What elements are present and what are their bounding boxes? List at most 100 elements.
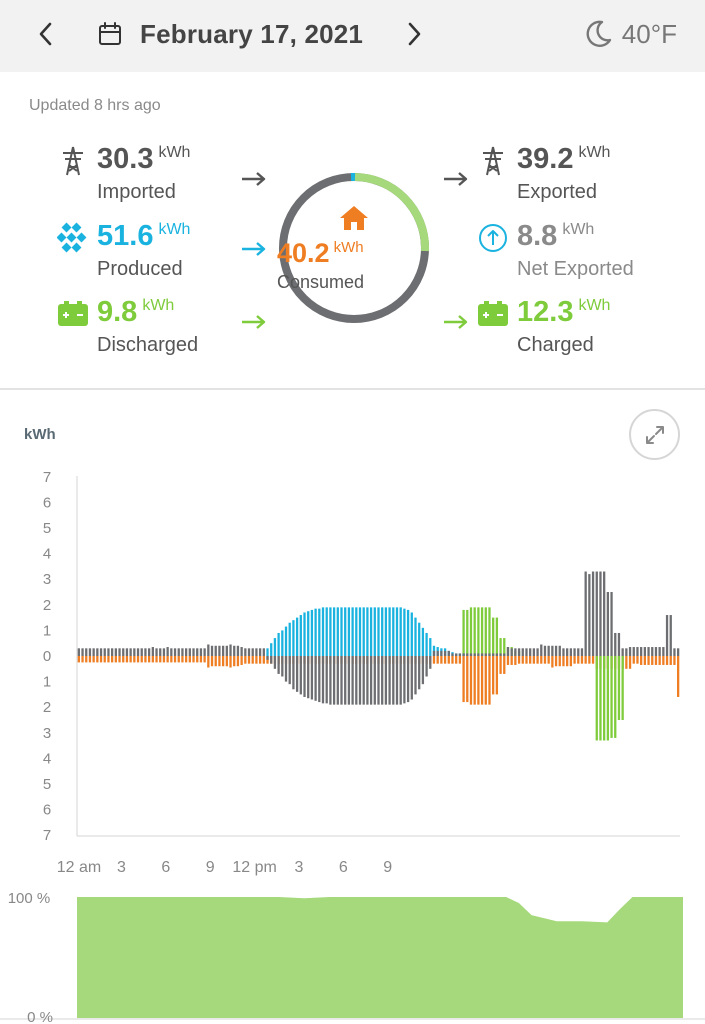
next-day-button[interactable] bbox=[394, 14, 434, 54]
grid-bar[interactable] bbox=[221, 645, 225, 656]
battery-bar[interactable] bbox=[495, 617, 499, 656]
grid-bar[interactable] bbox=[229, 644, 232, 656]
grid-bar[interactable] bbox=[314, 656, 317, 701]
battery-bar[interactable] bbox=[606, 656, 610, 741]
solar-bar[interactable] bbox=[314, 608, 317, 656]
solar-bar[interactable] bbox=[373, 607, 376, 656]
solar-bar[interactable] bbox=[281, 630, 284, 656]
home-bar[interactable] bbox=[580, 656, 584, 664]
grid-bar[interactable] bbox=[210, 645, 214, 656]
home-bar[interactable] bbox=[133, 656, 136, 663]
home-bar[interactable] bbox=[144, 656, 147, 663]
home-bar[interactable] bbox=[517, 656, 521, 664]
solar-bar[interactable] bbox=[358, 607, 362, 656]
grid-bar[interactable] bbox=[299, 656, 302, 695]
grid-bar[interactable] bbox=[429, 656, 432, 669]
grid-bar[interactable] bbox=[88, 648, 92, 656]
grid-bar[interactable] bbox=[92, 648, 95, 656]
grid-bar[interactable] bbox=[628, 647, 632, 656]
solar-bar[interactable] bbox=[340, 607, 343, 656]
grid-bar[interactable] bbox=[140, 648, 143, 656]
battery-bar[interactable] bbox=[621, 656, 624, 720]
grid-bar[interactable] bbox=[499, 653, 502, 656]
battery-bar[interactable] bbox=[499, 638, 502, 656]
grid-bar[interactable] bbox=[521, 648, 524, 656]
grid-bar[interactable] bbox=[566, 648, 569, 656]
home-bar[interactable] bbox=[447, 656, 450, 664]
battery-bar[interactable] bbox=[617, 656, 621, 720]
home-bar[interactable] bbox=[166, 656, 169, 663]
home-bar[interactable] bbox=[210, 656, 214, 667]
solar-bar[interactable] bbox=[425, 632, 428, 656]
grid-bar[interactable] bbox=[551, 645, 554, 656]
grid-bar[interactable] bbox=[284, 656, 288, 682]
home-bar[interactable] bbox=[503, 656, 506, 674]
solar-bar[interactable] bbox=[266, 648, 269, 656]
grid-bar[interactable] bbox=[184, 648, 188, 656]
grid-bar[interactable] bbox=[111, 648, 114, 656]
home-bar[interactable] bbox=[536, 656, 539, 664]
home-bar[interactable] bbox=[111, 656, 114, 663]
home-bar[interactable] bbox=[162, 656, 166, 663]
grid-bar[interactable] bbox=[421, 656, 425, 685]
battery-bar[interactable] bbox=[462, 609, 465, 656]
grid-bar[interactable] bbox=[536, 648, 539, 656]
grid-bar[interactable] bbox=[577, 648, 580, 656]
grid-bar[interactable] bbox=[466, 653, 469, 656]
grid-bar[interactable] bbox=[636, 647, 639, 656]
home-bar[interactable] bbox=[677, 656, 680, 697]
solar-bar[interactable] bbox=[273, 638, 277, 656]
home-bar[interactable] bbox=[203, 656, 206, 663]
grid-bar[interactable] bbox=[599, 571, 602, 656]
solar-bar[interactable] bbox=[403, 608, 406, 656]
grid-bar[interactable] bbox=[196, 648, 199, 656]
grid-bar[interactable] bbox=[384, 656, 388, 705]
grid-bar[interactable] bbox=[388, 656, 391, 705]
grid-bar[interactable] bbox=[347, 656, 351, 705]
grid-bar[interactable] bbox=[406, 656, 410, 703]
home-bar[interactable] bbox=[543, 656, 547, 664]
home-bar[interactable] bbox=[469, 656, 473, 705]
grid-bar[interactable] bbox=[332, 656, 336, 705]
home-bar[interactable] bbox=[643, 656, 646, 665]
grid-bar[interactable] bbox=[462, 653, 465, 656]
home-bar[interactable] bbox=[455, 656, 458, 664]
grid-bar[interactable] bbox=[395, 656, 399, 705]
battery-bar[interactable] bbox=[466, 609, 469, 656]
grid-bar[interactable] bbox=[377, 656, 380, 705]
grid-bar[interactable] bbox=[554, 645, 558, 656]
grid-bar[interactable] bbox=[251, 648, 254, 656]
battery-bar[interactable] bbox=[477, 607, 480, 656]
grid-bar[interactable] bbox=[166, 647, 169, 656]
home-bar[interactable] bbox=[140, 656, 143, 663]
home-bar[interactable] bbox=[192, 656, 195, 663]
grid-bar[interactable] bbox=[307, 656, 310, 699]
grid-bar[interactable] bbox=[381, 656, 384, 705]
grid-bar[interactable] bbox=[318, 656, 321, 703]
home-bar[interactable] bbox=[244, 656, 247, 664]
grid-bar[interactable] bbox=[85, 648, 88, 656]
home-bar[interactable] bbox=[155, 656, 158, 663]
grid-bar[interactable] bbox=[532, 648, 536, 656]
grid-bar[interactable] bbox=[455, 653, 458, 656]
grid-bar[interactable] bbox=[588, 574, 591, 656]
grid-bar[interactable] bbox=[321, 656, 325, 704]
home-bar[interactable] bbox=[492, 656, 495, 695]
grid-bar[interactable] bbox=[606, 592, 610, 656]
battery-bar[interactable] bbox=[599, 656, 602, 741]
grid-bar[interactable] bbox=[151, 647, 154, 656]
home-bar[interactable] bbox=[236, 656, 240, 667]
grid-bar[interactable] bbox=[403, 656, 406, 704]
grid-bar[interactable] bbox=[484, 653, 487, 656]
grid-bar[interactable] bbox=[369, 656, 373, 705]
home-bar[interactable] bbox=[159, 656, 162, 663]
grid-bar[interactable] bbox=[99, 648, 103, 656]
home-bar[interactable] bbox=[173, 656, 177, 663]
grid-bar[interactable] bbox=[355, 656, 358, 705]
solar-bar[interactable] bbox=[329, 607, 332, 656]
grid-bar[interactable] bbox=[281, 656, 284, 677]
grid-bar[interactable] bbox=[277, 656, 280, 674]
grid-bar[interactable] bbox=[591, 571, 595, 656]
grid-bar[interactable] bbox=[640, 647, 643, 656]
grid-bar[interactable] bbox=[147, 648, 151, 656]
